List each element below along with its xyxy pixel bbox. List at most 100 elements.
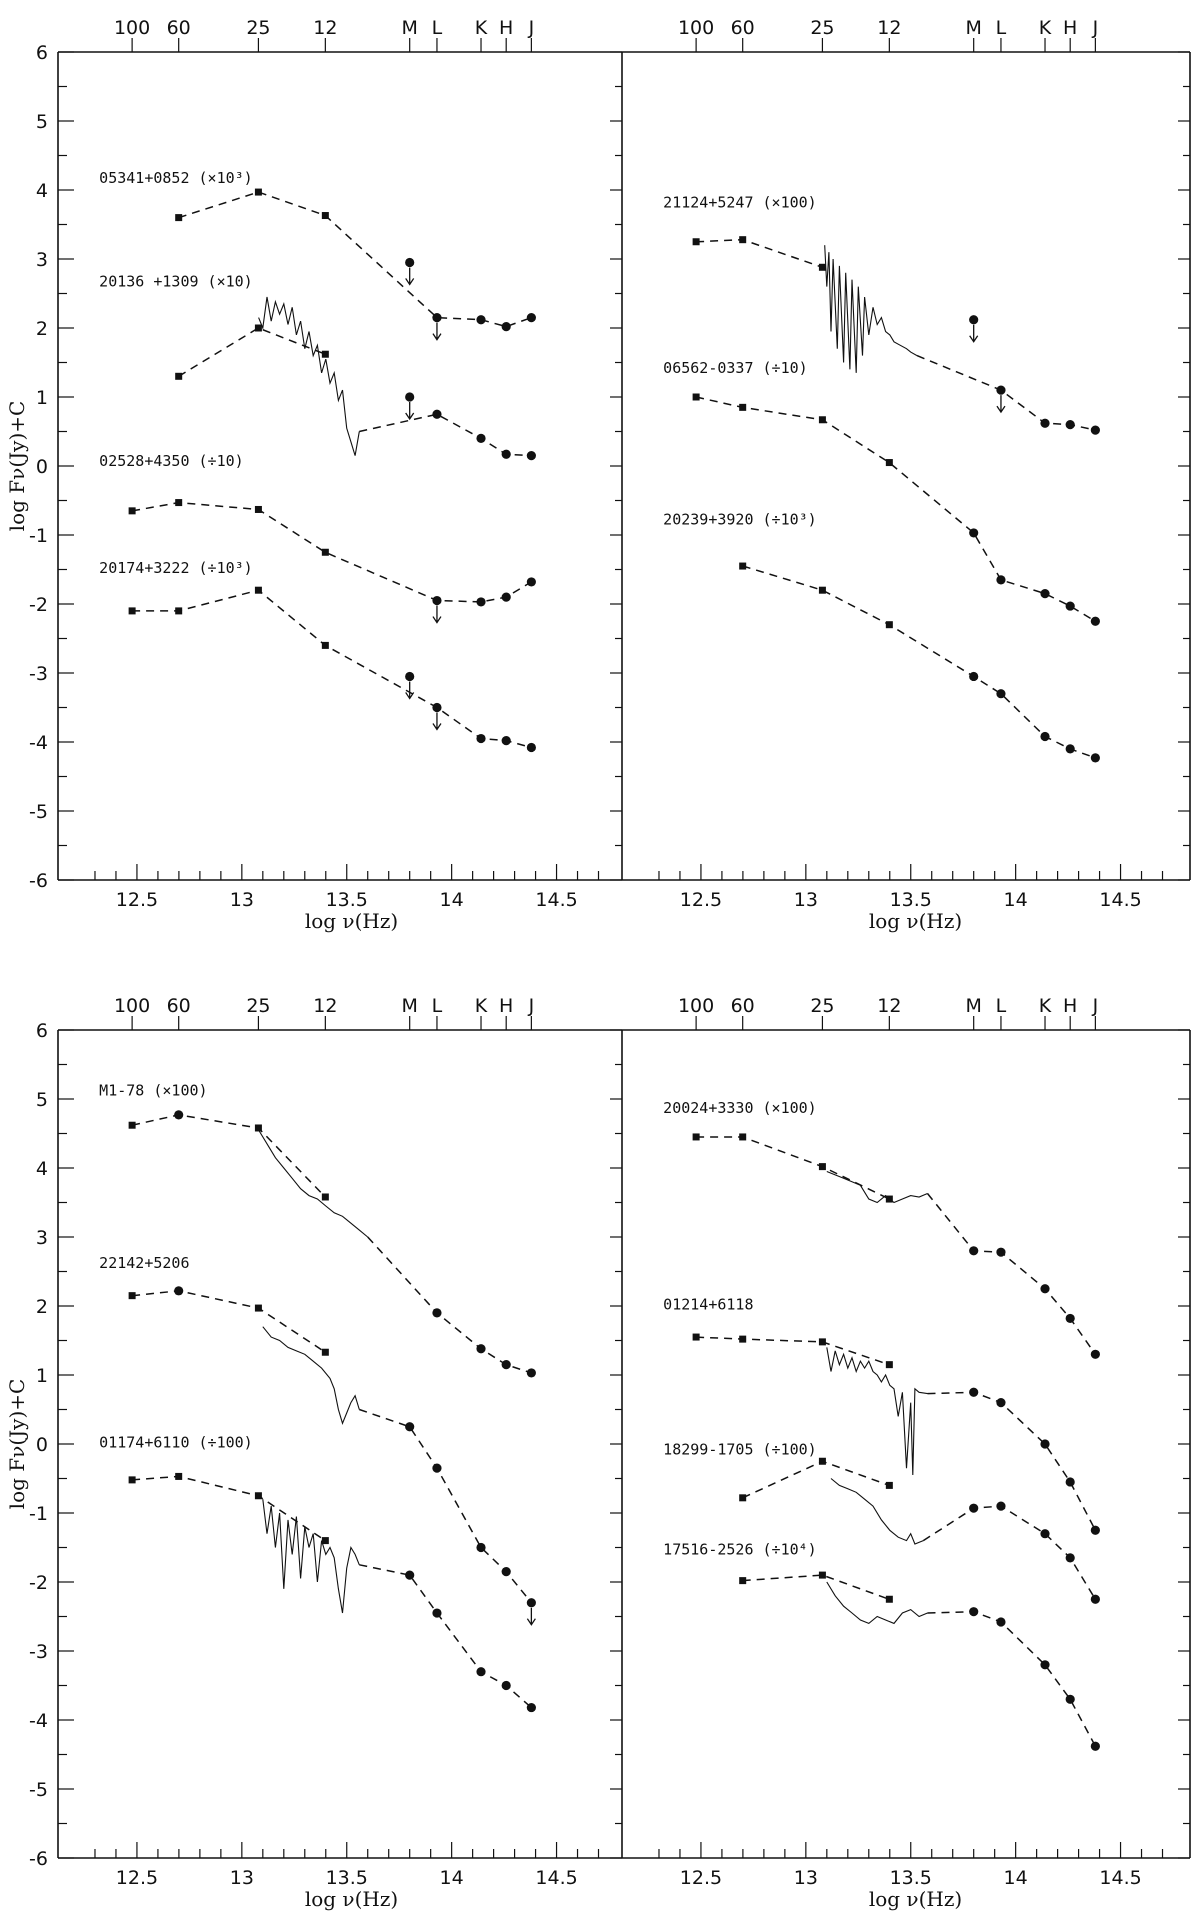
series-group: 01174+6110 (÷100) bbox=[99, 1433, 536, 1713]
top-band-label: H bbox=[1063, 995, 1077, 1017]
x-tick-label: 13 bbox=[230, 889, 254, 911]
data-point-circle bbox=[1065, 1313, 1075, 1324]
data-point-square bbox=[321, 350, 329, 358]
data-point-circle bbox=[1065, 1477, 1075, 1487]
data-point-square bbox=[692, 238, 700, 246]
data-point-circle bbox=[432, 1608, 442, 1618]
data-point-circle bbox=[1090, 1349, 1100, 1359]
x-tick-label: 14.5 bbox=[1099, 1867, 1141, 1889]
series-label: 17516-2526 (÷10⁴) bbox=[663, 1540, 817, 1558]
data-point-circle bbox=[476, 733, 486, 744]
data-point-circle bbox=[476, 433, 486, 443]
series-dashed-line bbox=[131, 1114, 326, 1198]
data-point-square bbox=[739, 1494, 747, 1502]
top-band-label: J bbox=[528, 17, 535, 39]
top-band-label: H bbox=[499, 17, 513, 39]
data-point-square bbox=[739, 562, 747, 570]
data-point-circle bbox=[501, 449, 511, 459]
data-point-circle bbox=[1065, 420, 1075, 430]
data-point-square bbox=[254, 1492, 262, 1500]
y-tick-label: -3 bbox=[29, 663, 48, 685]
x-tick-label: 13 bbox=[794, 1867, 818, 1889]
data-point-circle bbox=[996, 385, 1006, 395]
y-tick-label: -2 bbox=[29, 594, 48, 616]
data-point-circle bbox=[526, 577, 536, 587]
top-band-label: 12 bbox=[877, 995, 901, 1017]
data-point-circle bbox=[501, 322, 511, 332]
series-label: 21124+5247 (×100) bbox=[663, 193, 817, 211]
top-band-label: L bbox=[996, 17, 1007, 39]
series-dashed-line bbox=[696, 238, 823, 269]
series-dashed-line bbox=[742, 565, 1096, 759]
upper-limit-arrow bbox=[996, 395, 1006, 414]
data-point-circle bbox=[476, 1667, 486, 1677]
series-dashed-line bbox=[926, 1193, 1097, 1355]
sed-panel-1: 12.5 13 13.5 14 14.5 log ν(Hz) 6 5 4 3 2 1 0 -1 -2 -3 -4… bbox=[5, 17, 623, 933]
x-tick-label: 13 bbox=[794, 889, 818, 911]
y-tick-label: -4 bbox=[29, 1710, 48, 1732]
x-tick-label: 14 bbox=[1004, 1867, 1028, 1889]
y-axis-title: log Fν(Jy)+C bbox=[5, 401, 29, 532]
top-band-label: 25 bbox=[246, 17, 270, 39]
series-group: 20174+3222 (÷10³) bbox=[99, 559, 536, 753]
y-tick-label: 1 bbox=[36, 1365, 48, 1387]
y-tick-label: -3 bbox=[29, 1641, 48, 1663]
series-group: 02528+4350 (÷10) bbox=[99, 452, 536, 624]
data-point-circle bbox=[969, 1387, 979, 1397]
series-label: 20136 +1309 (×10) bbox=[99, 273, 253, 291]
x-tick-label: 12.5 bbox=[680, 889, 722, 911]
data-point-circle bbox=[476, 1344, 486, 1354]
series-group: 06562-0337 (÷10) bbox=[663, 359, 1100, 626]
data-point-circle bbox=[501, 592, 511, 602]
top-band-label: K bbox=[1039, 17, 1052, 39]
top-band-label: H bbox=[1063, 17, 1077, 39]
series-dashed-line bbox=[359, 1408, 532, 1604]
series-group: 21124+5247 (×100) bbox=[663, 193, 1100, 435]
top-band-label: 100 bbox=[114, 995, 150, 1017]
y-tick-label: 3 bbox=[36, 249, 48, 271]
y-tick-label: 4 bbox=[36, 1158, 48, 1180]
data-point-circle bbox=[996, 1247, 1006, 1257]
data-point-square bbox=[254, 586, 262, 594]
top-band-label: K bbox=[475, 995, 488, 1017]
series-dashed-line bbox=[927, 1391, 1097, 1531]
data-point-circle bbox=[432, 702, 442, 713]
series-label: 01214+6118 bbox=[663, 1295, 753, 1313]
series-label: 05341+0852 (×10³) bbox=[99, 169, 253, 187]
data-point-circle bbox=[501, 1567, 511, 1577]
top-band-label: L bbox=[432, 17, 443, 39]
series-dashed-line bbox=[927, 1610, 1097, 1747]
data-point-circle bbox=[476, 315, 486, 325]
series-label: M1-78 (×100) bbox=[99, 1082, 207, 1100]
series-label: 18299-1705 (÷100) bbox=[663, 1440, 817, 1458]
series-dashed-line bbox=[359, 413, 532, 457]
data-point-square bbox=[885, 621, 893, 629]
series-dashed-line bbox=[359, 1564, 532, 1709]
series-spectrum bbox=[824, 245, 918, 373]
data-point-square bbox=[254, 324, 262, 332]
y-tick-label: 0 bbox=[36, 456, 48, 478]
data-point-square bbox=[818, 1338, 826, 1346]
data-point-circle bbox=[969, 315, 979, 325]
data-point-square bbox=[321, 1348, 329, 1356]
x-axis-title: log ν(Hz) bbox=[305, 909, 398, 933]
data-point-square bbox=[885, 459, 893, 467]
y-tick-label: 5 bbox=[36, 111, 48, 133]
upper-limit-arrow bbox=[432, 605, 442, 624]
y-tick-label: -6 bbox=[29, 1848, 48, 1870]
top-band-label: 25 bbox=[810, 17, 834, 39]
y-tick-label: -1 bbox=[29, 525, 48, 547]
data-point-square bbox=[739, 236, 747, 244]
data-point-circle bbox=[526, 313, 536, 323]
data-point-circle bbox=[1040, 418, 1050, 428]
series-label: 22142+5206 bbox=[99, 1254, 189, 1272]
data-point-circle bbox=[1040, 1529, 1050, 1539]
data-point-square bbox=[175, 1472, 183, 1480]
data-point-square bbox=[254, 505, 262, 513]
data-point-circle bbox=[996, 1398, 1006, 1408]
sed-panel-2: 12.5 13 13.5 14 14.5 log ν(Hz) 100 60 25 12 M L K H J 2… bbox=[622, 17, 1191, 933]
data-point-circle bbox=[432, 595, 442, 606]
data-point-circle bbox=[526, 451, 536, 461]
top-band-label: M bbox=[401, 17, 417, 39]
data-point-square bbox=[254, 1304, 262, 1312]
